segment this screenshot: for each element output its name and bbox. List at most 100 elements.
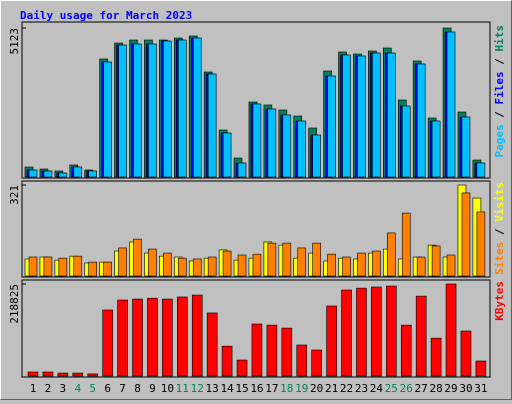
x-tick-label: 25: [385, 382, 398, 395]
bar: [57, 372, 69, 377]
x-tick-label: 3: [60, 382, 67, 395]
bar: [148, 248, 157, 277]
bar: [267, 108, 277, 178]
y-tick-label: 5123: [8, 28, 21, 55]
bar: [192, 37, 202, 178]
bar: [312, 134, 321, 178]
bar: [475, 360, 487, 377]
bar: [58, 172, 68, 178]
legend-entry: Pages: [493, 124, 506, 157]
bar: [178, 39, 187, 178]
bar: [191, 294, 203, 377]
x-tick-label: 12: [191, 382, 204, 395]
bar: [42, 371, 54, 377]
bar: [430, 337, 442, 377]
bar: [118, 247, 127, 277]
bar: [357, 55, 366, 178]
bar: [206, 312, 218, 377]
legend: Pages / Files / Hits: [493, 25, 506, 158]
bar: [342, 54, 351, 178]
bar: [163, 252, 172, 277]
bar: [387, 52, 396, 178]
bar: [222, 132, 232, 178]
bar: [372, 52, 381, 178]
bar: [252, 103, 262, 178]
bar: [88, 170, 98, 178]
x-tick-label: 9: [149, 382, 156, 395]
legend: KBytes: [493, 281, 506, 321]
bar: [102, 309, 113, 377]
bar: [416, 256, 426, 277]
bar: [296, 344, 308, 377]
bar: [387, 232, 396, 277]
x-tick-label: 4: [74, 382, 81, 395]
legend-entry: KBytes: [493, 281, 506, 321]
bar: [476, 162, 486, 178]
bar: [117, 299, 128, 377]
bar: [431, 245, 441, 277]
x-tick-label: 18: [280, 382, 293, 395]
bar: [327, 75, 336, 178]
x-tick-label: 27: [415, 382, 428, 395]
bar: [431, 120, 441, 178]
legend-entry: Hits: [493, 25, 506, 52]
bar: [43, 256, 53, 277]
x-tick-label: 2: [45, 382, 52, 395]
legend-separator: /: [493, 52, 506, 72]
bar: [58, 257, 68, 277]
bar: [461, 116, 471, 178]
x-tick-label: 10: [161, 382, 174, 395]
bar: [236, 359, 248, 377]
bar: [237, 162, 247, 178]
bar: [476, 211, 486, 277]
bar: [43, 170, 53, 178]
bar: [372, 250, 381, 277]
bar: [356, 287, 367, 377]
bar: [446, 31, 456, 178]
bar: [357, 252, 366, 277]
bar: [400, 324, 412, 377]
chart-title: Daily usage for March 2023: [20, 9, 192, 22]
x-tick-label: 14: [220, 382, 234, 395]
x-tick-label: 31: [474, 382, 487, 395]
legend-entry: Visits: [493, 182, 506, 222]
bar: [192, 258, 202, 277]
bar: [266, 324, 278, 377]
bar: [133, 43, 142, 178]
bar: [132, 298, 143, 377]
bar: [386, 285, 397, 377]
y-tick-label: 321: [8, 185, 21, 205]
x-tick-label: 5: [89, 382, 96, 395]
x-tick-label: 16: [250, 382, 263, 395]
bar: [251, 323, 263, 377]
bar: [133, 238, 142, 277]
bar: [311, 349, 322, 377]
bar: [267, 242, 277, 277]
bar: [445, 283, 457, 377]
bar: [371, 286, 382, 377]
bar: [28, 256, 38, 277]
x-tick-label: 11: [176, 382, 189, 395]
bar: [282, 242, 292, 277]
bar: [147, 297, 158, 377]
x-tick-label: 22: [340, 382, 353, 395]
bar: [281, 327, 293, 377]
bar: [163, 40, 172, 178]
x-tick-label: 1: [30, 382, 37, 395]
x-tick-label: 29: [444, 382, 457, 395]
bar: [222, 250, 232, 277]
x-tick-label: 30: [459, 382, 472, 395]
legend-entry: Sites: [493, 242, 506, 275]
bar: [148, 43, 157, 178]
x-tick-label: 15: [235, 382, 248, 395]
bar: [103, 261, 112, 277]
bar: [401, 212, 411, 277]
x-tick-label: 6: [104, 382, 111, 395]
bar: [415, 295, 427, 377]
bar: [461, 192, 471, 277]
bar: [342, 256, 351, 277]
bar: [28, 169, 38, 178]
y-tick-label: 218825: [8, 284, 21, 324]
x-tick-label: 19: [295, 382, 308, 395]
